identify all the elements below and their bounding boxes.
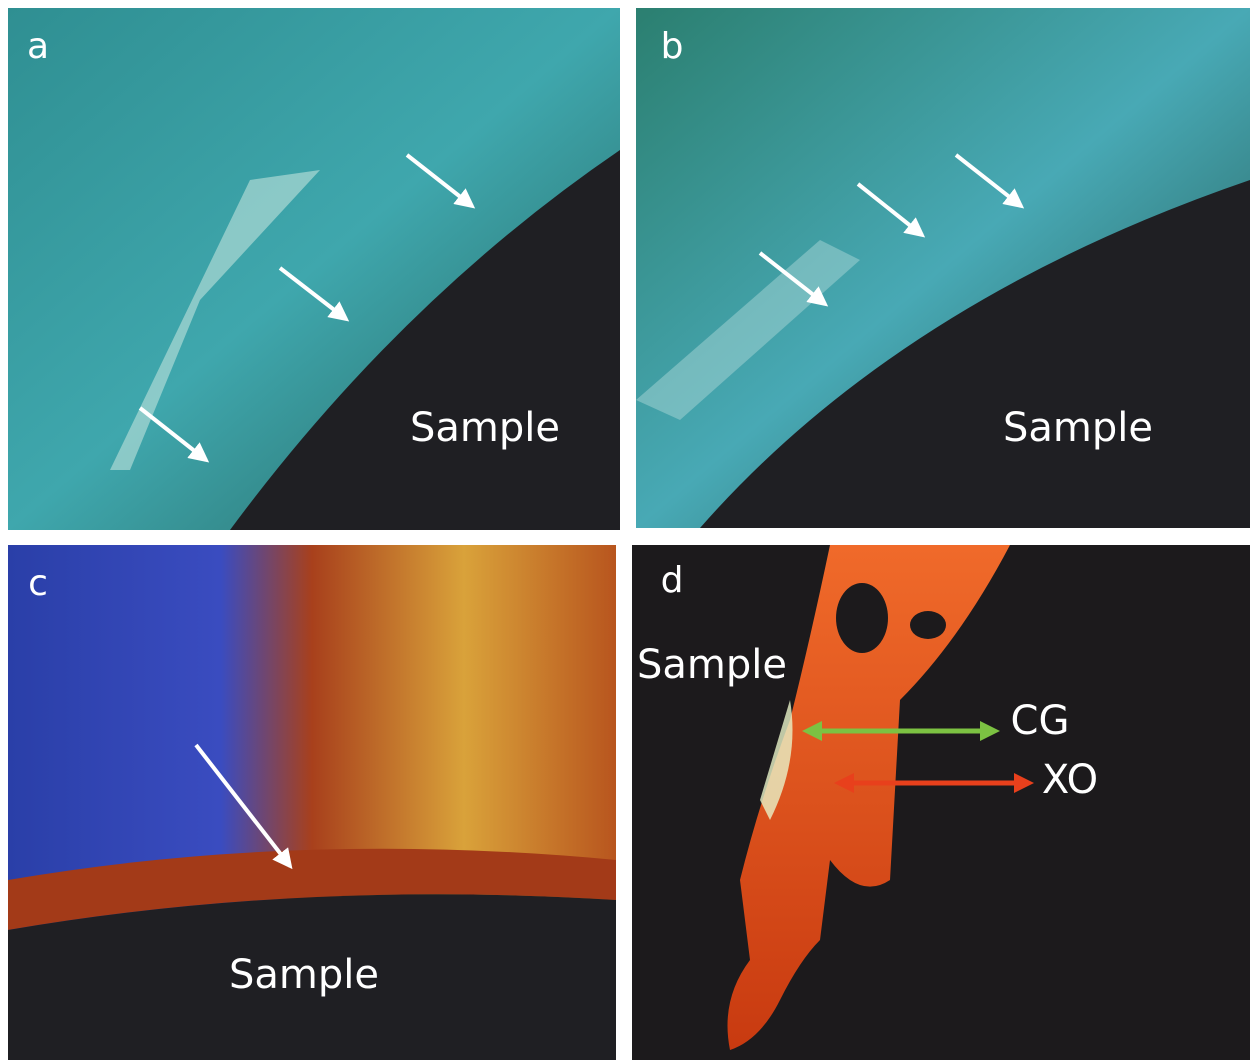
panel-letter: b (661, 26, 684, 67)
cavity (836, 583, 888, 653)
cavity (910, 611, 946, 639)
sample-label: Sample (410, 405, 560, 451)
sample-label: Sample (637, 642, 787, 688)
panel-letter: a (27, 26, 49, 67)
panel-c: c Sample (8, 545, 616, 1060)
panel-letter: d (661, 560, 684, 601)
annotation: CG (1011, 698, 1070, 744)
panel-b: b Sample (636, 8, 1250, 528)
page: a Sample b Sample c Sample d Sample CG (0, 0, 1252, 1062)
panel-d: d Sample CG XO (632, 545, 1250, 1060)
annotation: XO (1042, 757, 1098, 803)
panel-a: a Sample (8, 8, 620, 530)
sample-label: Sample (229, 952, 379, 998)
sample-label: Sample (1003, 405, 1153, 451)
figure: a Sample b Sample c Sample d Sample CG (0, 0, 1252, 1062)
panel-letter: c (28, 563, 48, 604)
